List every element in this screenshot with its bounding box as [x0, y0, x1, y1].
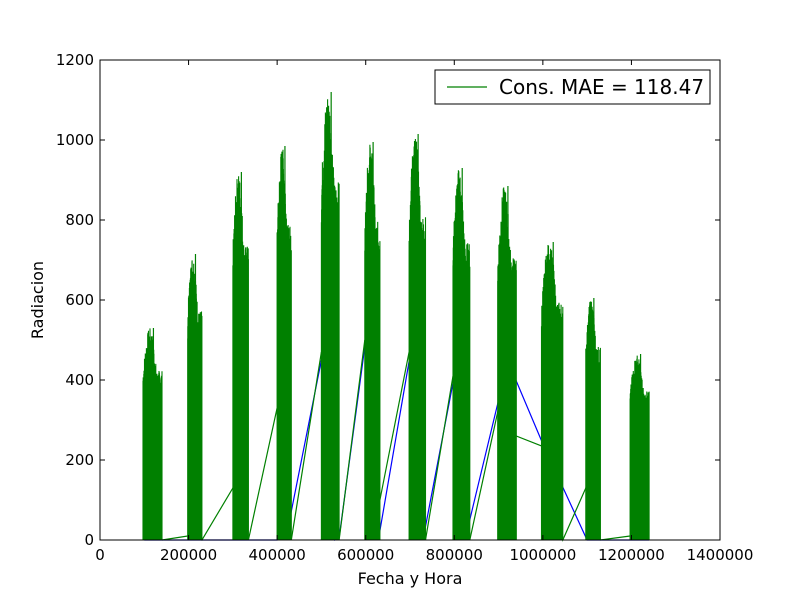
y-tick-label: 400 [65, 371, 94, 389]
legend-label: Cons. MAE = 118.47 [499, 75, 704, 99]
y-axis-label: Radiacion [28, 261, 47, 339]
series-green-peak-lines [364, 144, 381, 540]
x-tick-label: 600000 [337, 546, 394, 564]
series-green-peak-lines [497, 187, 517, 540]
x-tick-label: 200000 [160, 546, 217, 564]
series-green-peak [320, 92, 340, 540]
series-green-peak [142, 328, 163, 540]
y-axis: 0 200 400 600 800 1000 1200 [56, 51, 720, 549]
series-green-peak-lines [276, 149, 292, 540]
x-tick-label: 1400000 [687, 546, 754, 564]
x-tick-label: 0 [95, 546, 105, 564]
series-green-peak [452, 168, 471, 540]
series-green-peak-lines [142, 328, 163, 540]
series-green-peak-lines [452, 170, 471, 540]
y-tick-label: 600 [65, 291, 94, 309]
series-green-peak [187, 254, 203, 540]
x-tick-label: 400000 [249, 546, 306, 564]
series-green-peak-lines [540, 245, 564, 540]
series-green-peak-lines [585, 301, 601, 540]
series-green-peak [276, 146, 292, 540]
series-green-peak [364, 142, 381, 540]
x-tick-label: 1200000 [598, 546, 665, 564]
y-tick-label: 800 [65, 211, 94, 229]
series-green-peak [232, 172, 249, 540]
y-tick-label: 1200 [56, 51, 94, 69]
plot-area [142, 92, 650, 542]
x-axis-label: Fecha y Hora [358, 569, 463, 588]
y-tick-label: 0 [84, 531, 94, 549]
series-green-peak [585, 298, 601, 540]
series-green-peak [629, 354, 650, 540]
series-green-peak-lines [232, 176, 249, 540]
x-tick-label: 800000 [426, 546, 483, 564]
x-tick-label: 1000000 [509, 546, 576, 564]
x-axis: 0 200000 400000 600000 800000 1000000 1200000 1… [95, 60, 753, 564]
series-green-peak-lines [320, 99, 340, 540]
series-green-peak [497, 186, 517, 540]
series-green-peak [540, 242, 564, 540]
series-green-peak [408, 134, 427, 540]
series-green-peak-lines [187, 260, 203, 540]
y-tick-label: 1000 [56, 131, 94, 149]
series-green-peak-lines [408, 139, 427, 540]
series-green-peak-lines [629, 355, 650, 540]
y-tick-label: 200 [65, 451, 94, 469]
legend: Cons. MAE = 118.47 [434, 69, 711, 105]
